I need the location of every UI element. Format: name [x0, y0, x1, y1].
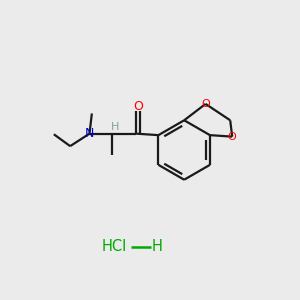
Text: N: N: [85, 127, 94, 140]
Text: O: O: [228, 132, 237, 142]
Text: O: O: [133, 100, 143, 113]
Text: O: O: [201, 99, 210, 109]
Text: H: H: [152, 239, 163, 254]
Text: H: H: [111, 122, 119, 132]
Text: HCl: HCl: [102, 239, 127, 254]
